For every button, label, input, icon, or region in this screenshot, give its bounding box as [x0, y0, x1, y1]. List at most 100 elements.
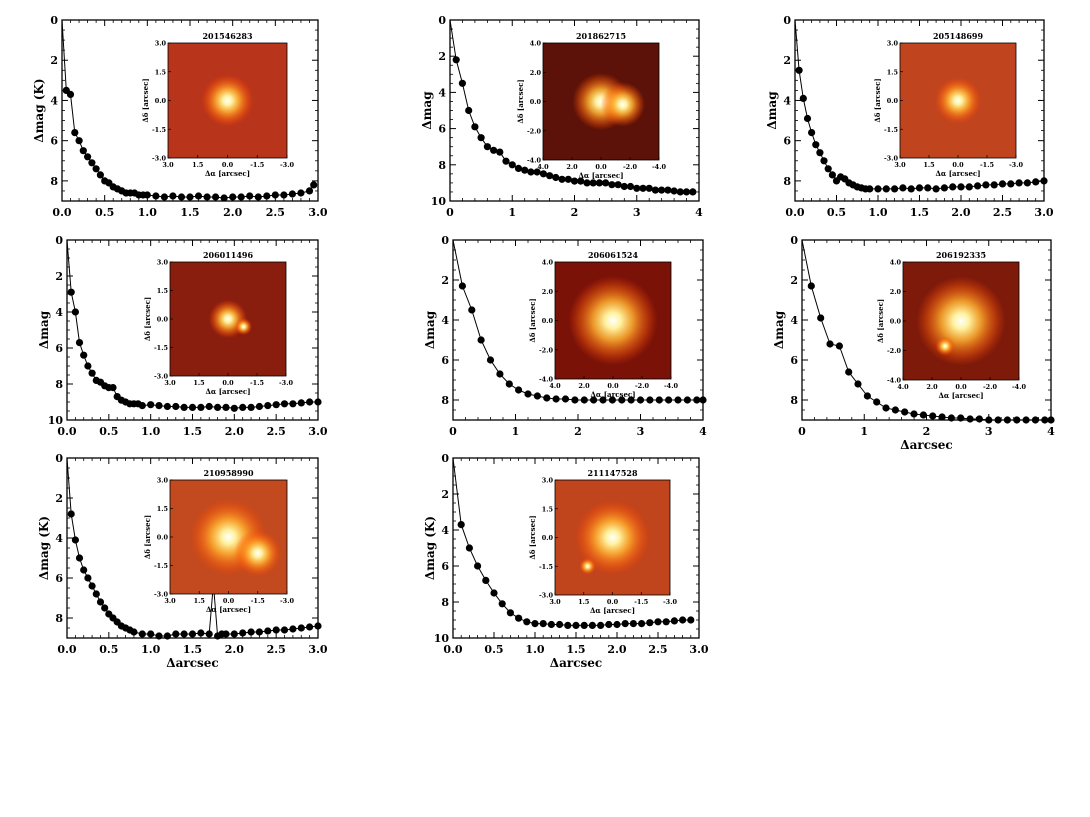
inset-x-tick-label: 0.0: [222, 161, 234, 169]
y-tick-label: 2: [438, 50, 446, 63]
star-psf: [234, 529, 282, 577]
inset-y-tick-label: 1.5: [887, 68, 899, 76]
data-point: [947, 414, 956, 422]
x-tick-label: 4: [695, 206, 703, 219]
data-point: [602, 179, 610, 187]
y-tick-label: 0: [783, 14, 791, 27]
x-tick-label: 1: [508, 206, 516, 219]
data-point: [590, 396, 598, 404]
data-point: [799, 94, 807, 102]
contrast-curve-line: [66, 239, 318, 409]
inset-y-tick-label: -2.0: [887, 347, 901, 355]
data-point: [824, 165, 832, 173]
data-point: [214, 403, 222, 411]
data-point: [220, 194, 228, 202]
data-point: [230, 404, 238, 412]
data-point: [891, 185, 899, 193]
x-tick-label: 0.5: [99, 425, 118, 438]
data-point: [457, 521, 465, 529]
inset-x-axis-label: Δα [arcsec]: [938, 391, 983, 400]
y-tick-label: 6: [441, 354, 449, 367]
data-point: [572, 621, 580, 630]
data-point: [539, 620, 547, 628]
data-point: [580, 621, 588, 630]
data-point: [633, 184, 641, 192]
data-point: [180, 630, 188, 638]
y-tick-label: 2: [55, 270, 63, 283]
y-tick-label: 4: [55, 532, 63, 545]
inset-y-tick-label: 2.0: [542, 288, 554, 296]
data-point: [205, 402, 213, 411]
chart-panel: 0.0 0.5 1.0 1.5 2.0 2.5 3.0 0 2 4 6 8 Δmag (K) 201546…: [32, 14, 328, 219]
data-point: [88, 159, 96, 167]
x-axis-label: Δarcsec: [900, 438, 952, 452]
inset-x-tick-label: 0.0: [222, 379, 234, 387]
data-point: [458, 282, 466, 290]
data-point: [816, 149, 824, 157]
data-point: [564, 175, 572, 183]
data-point: [639, 184, 647, 192]
inset-x-tick-label: 1.5: [194, 597, 206, 605]
star-psf: [600, 82, 646, 127]
y-axis-label: Δmag: [772, 310, 786, 349]
y-tick-label: 4: [790, 314, 798, 327]
data-point: [820, 157, 828, 165]
data-point: [247, 628, 255, 636]
data-point: [957, 414, 965, 422]
data-point: [130, 628, 138, 636]
data-point: [477, 336, 485, 344]
x-tick-label: 0.0: [52, 206, 71, 219]
data-point: [498, 600, 506, 608]
data-point: [689, 188, 697, 196]
data-point: [531, 620, 539, 628]
data-point: [608, 181, 616, 189]
inset-y-axis-label: Δδ [arcsec]: [876, 299, 885, 343]
x-tick-label: 0.0: [57, 643, 76, 656]
y-tick-label: 6: [50, 135, 58, 148]
data-point: [608, 396, 617, 404]
x-tick-label: 1.5: [183, 643, 202, 656]
x-tick-label: 0.0: [57, 425, 76, 438]
y-tick-label: 6: [438, 123, 446, 136]
data-point: [577, 177, 585, 185]
data-point: [230, 630, 238, 638]
data-point: [828, 171, 837, 179]
inset-x-tick-label: 4.0: [537, 163, 549, 171]
inset-x-tick-label: -1.5: [250, 379, 264, 387]
inset-x-tick-label: 3.0: [164, 379, 176, 387]
data-point: [556, 620, 564, 629]
inset-x-tick-label: -4.0: [1012, 383, 1026, 391]
inset-x-tick-label: -1.5: [634, 598, 648, 606]
data-point: [670, 187, 678, 195]
x-tick-label: 4: [699, 425, 707, 438]
inset-x-tick-label: 4.0: [549, 382, 561, 390]
y-tick-label: 0: [441, 452, 449, 465]
data-point: [468, 306, 476, 314]
data-point: [1003, 416, 1012, 424]
y-tick-label: 0: [441, 234, 449, 247]
inset-y-tick-label: -3.0: [154, 373, 168, 381]
data-point: [1040, 177, 1048, 185]
data-point: [264, 402, 272, 410]
data-point: [808, 129, 816, 137]
inset-y-tick-label: -1.5: [539, 563, 553, 571]
data-point: [965, 183, 973, 191]
data-point: [92, 590, 100, 598]
y-axis-label: Δmag (K): [32, 78, 46, 142]
x-tick-label: 1: [860, 425, 868, 438]
data-point: [263, 192, 271, 200]
data-point: [674, 396, 682, 404]
data-point: [255, 628, 263, 636]
data-point: [88, 582, 96, 590]
data-point: [994, 416, 1002, 424]
inset-y-tick-label: 1.5: [157, 287, 169, 295]
x-tick-label: 2.0: [951, 206, 970, 219]
data-point: [618, 396, 626, 404]
inset-y-tick-label: 0.0: [157, 316, 169, 324]
data-point: [901, 408, 909, 416]
y-tick-label: 4: [438, 86, 446, 99]
inset-x-tick-label: 2.0: [926, 383, 938, 391]
data-point: [665, 396, 673, 404]
inset-x-tick-label: -1.5: [250, 161, 264, 169]
